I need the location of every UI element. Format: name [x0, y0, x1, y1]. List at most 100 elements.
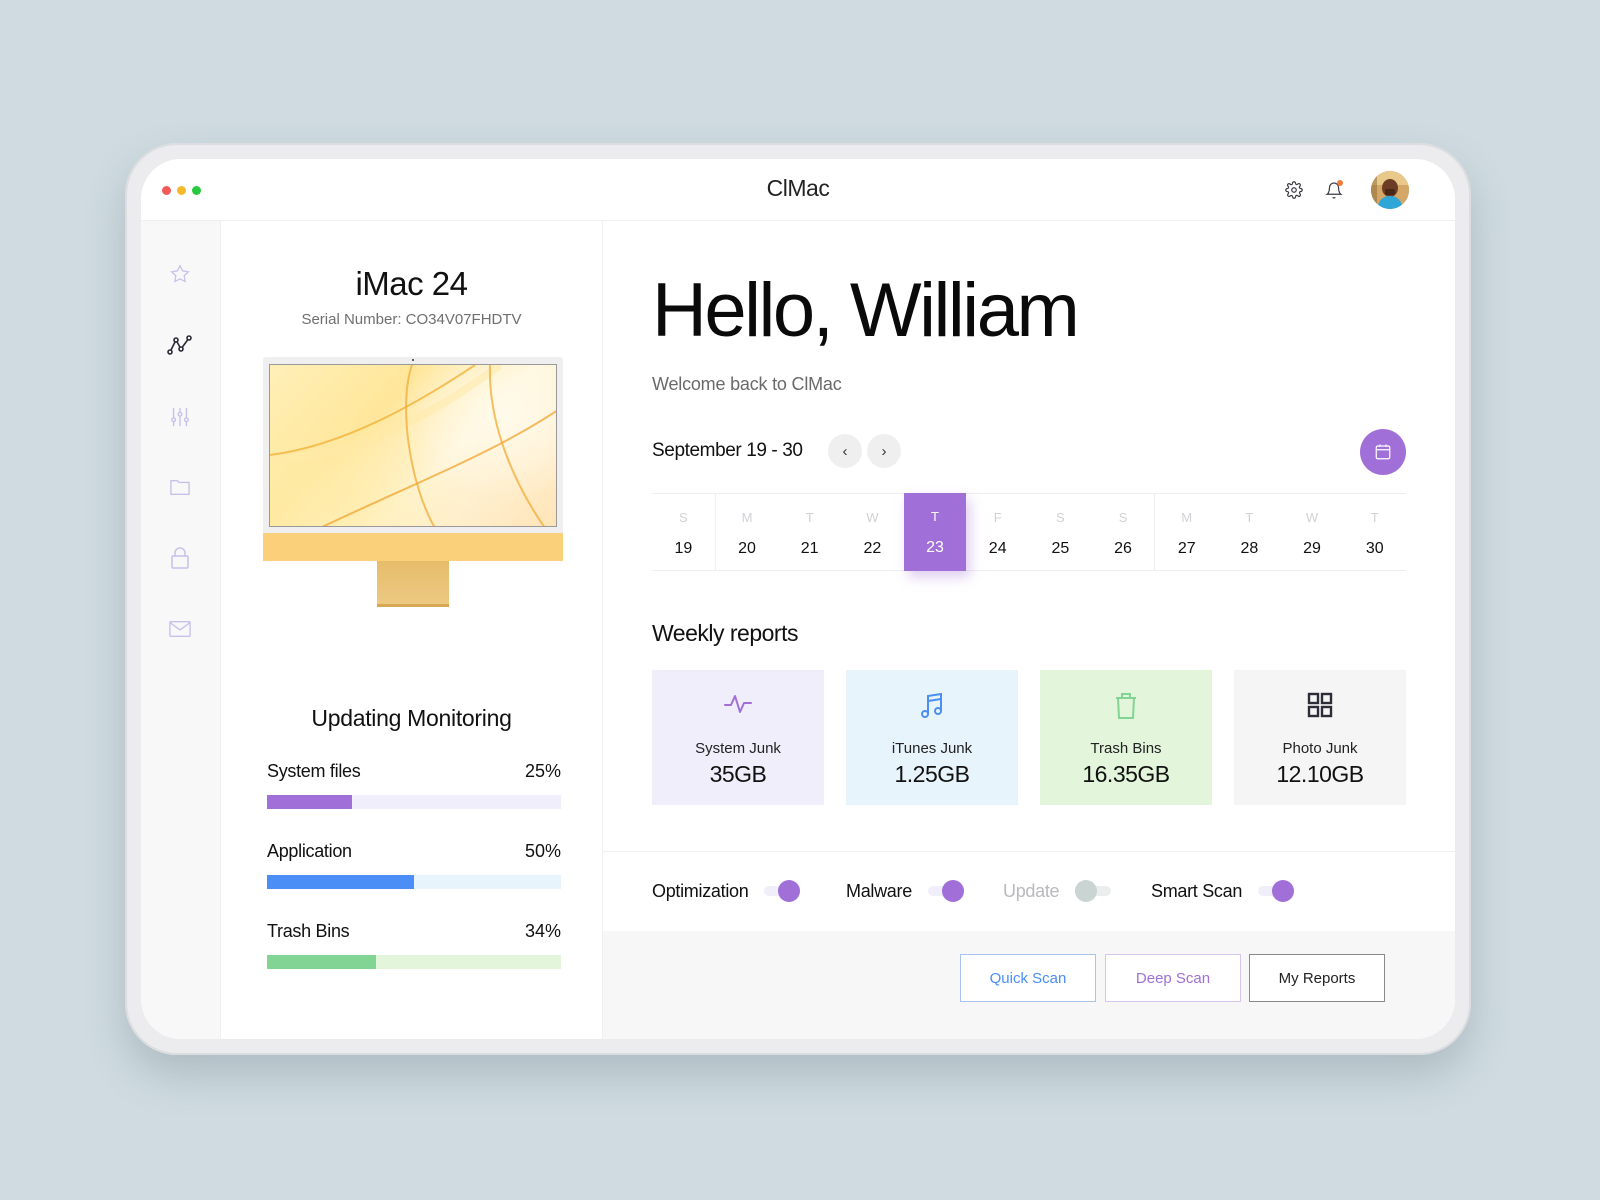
weekday-label: W: [1305, 510, 1319, 525]
prev-week-button[interactable]: ‹: [828, 434, 862, 468]
chevron-left-icon: ‹: [842, 442, 848, 460]
day-number: 27: [1177, 540, 1196, 557]
calendar-day[interactable]: S 26: [1092, 494, 1155, 570]
minimize-window-button[interactable]: [177, 186, 186, 195]
calendar-day[interactable]: T 28: [1218, 494, 1281, 570]
weekly-reports-title: Weekly reports: [652, 620, 798, 646]
report-card-itunes-junk[interactable]: iTunes Junk 1.25GB: [846, 670, 1018, 805]
sidebar-item-favorites[interactable]: [167, 261, 193, 287]
calendar-day[interactable]: M 20: [714, 494, 779, 570]
weekday-label: S: [1056, 510, 1065, 525]
day-number: 20: [738, 540, 756, 557]
trash-icon: [1116, 693, 1136, 719]
greeting-title: Hello, William: [652, 268, 1080, 353]
calendar-day[interactable]: W 29: [1281, 494, 1344, 570]
weekday-label: T: [805, 510, 814, 525]
calendar-day[interactable]: S 19: [652, 494, 715, 570]
toggle-switch[interactable]: [764, 880, 801, 902]
chevron-right-icon: ›: [881, 442, 887, 460]
calendar-day[interactable]: T 30: [1343, 494, 1406, 570]
day-number: 28: [1240, 540, 1259, 557]
serial-number: Serial Number: CO34V07FHDTV: [301, 311, 522, 328]
toggle-label: Malware: [846, 880, 912, 901]
toggle-switch[interactable]: [1258, 880, 1295, 902]
device-name: iMac 24: [355, 265, 468, 302]
sidebar-item-settings[interactable]: [167, 404, 193, 430]
chart-line-icon: [167, 335, 192, 355]
progress-bar: [267, 875, 561, 889]
sidebar-item-analytics[interactable]: [167, 332, 193, 358]
progress-value: 34%: [524, 921, 561, 941]
progress-bar: [267, 955, 561, 969]
weekday-label: F: [993, 510, 1002, 525]
calendar-day[interactable]: S 25: [1029, 494, 1092, 570]
maximize-window-button[interactable]: [192, 186, 201, 195]
app-title: ClMac: [766, 175, 830, 201]
window-controls: [162, 186, 201, 195]
sidebar-item-mail[interactable]: [167, 616, 193, 642]
device-panel: iMac 24 Serial Number: CO34V07FHDTV Up: [221, 221, 603, 1039]
weekday-label: S: [679, 510, 688, 525]
weekday-label: M: [741, 510, 753, 525]
notification-dot: [1337, 180, 1343, 186]
imac-camera: [412, 359, 414, 361]
grid-icon: [1307, 692, 1333, 718]
my-reports-button[interactable]: My Reports: [1249, 954, 1385, 1002]
title-bar: ClMac: [141, 159, 1455, 221]
report-card-trash-bins[interactable]: Trash Bins 16.35GB: [1040, 670, 1212, 805]
sidebar-item-files[interactable]: [167, 474, 193, 500]
imac-wallpaper: [269, 364, 557, 527]
weekday-label: T: [1245, 510, 1254, 525]
calendar-day[interactable]: W 22: [841, 494, 904, 570]
toggle-switch[interactable]: [1075, 880, 1112, 902]
quick-scan-button[interactable]: Quick Scan: [960, 954, 1096, 1002]
calendar-day-selected[interactable]: T 23: [903, 493, 967, 571]
progress-item: System files 25%: [267, 761, 561, 841]
lock-icon: [171, 547, 189, 569]
header-actions: [1283, 171, 1409, 209]
sidebar-item-security[interactable]: [167, 545, 193, 571]
day-number: 25: [1051, 540, 1070, 557]
weekday-label: M: [1181, 510, 1193, 525]
toggle-malware[interactable]: Malware: [846, 880, 964, 902]
day-number: 22: [863, 540, 882, 557]
calendar-day[interactable]: F 24: [966, 494, 1029, 570]
app-window: ClMac: [141, 159, 1455, 1039]
day-number: 30: [1365, 540, 1384, 557]
avatar[interactable]: [1371, 171, 1409, 209]
activity-icon: [724, 695, 752, 713]
progress-value: 50%: [524, 841, 561, 861]
scan-toggles: Optimization Malware Update Smart Scan: [603, 851, 1455, 931]
report-card-photo-junk[interactable]: Photo Junk 12.10GB: [1234, 670, 1406, 805]
progress-fill: [267, 875, 414, 889]
weekday-label: W: [866, 510, 879, 525]
deep-scan-button[interactable]: Deep Scan: [1105, 954, 1241, 1002]
next-week-button[interactable]: ›: [867, 434, 901, 468]
toggle-smart-scan[interactable]: Smart Scan: [1151, 880, 1295, 902]
gear-icon[interactable]: [1283, 179, 1305, 201]
calendar-day[interactable]: T 21: [778, 494, 841, 570]
music-icon: [921, 692, 942, 718]
bell-icon[interactable]: [1323, 179, 1345, 201]
report-card-system-junk[interactable]: System Junk 35GB: [652, 670, 824, 805]
toggle-optimization[interactable]: Optimization: [652, 880, 801, 902]
progress-fill: [267, 795, 353, 809]
toggle-switch[interactable]: [927, 880, 964, 902]
day-number: 21: [800, 540, 819, 557]
imac-stand: [377, 561, 449, 607]
calendar-button[interactable]: [1360, 429, 1406, 475]
report-value: 1.25GB: [894, 761, 971, 787]
calendar-day[interactable]: M 27: [1154, 494, 1218, 570]
weekday-label: T: [931, 509, 939, 524]
monitoring-list: System files 25% Application 50% Trash B…: [267, 761, 561, 1001]
sidebar: [141, 221, 221, 1039]
report-label: System Junk: [695, 740, 781, 757]
toggle-label: Optimization: [652, 880, 749, 901]
monitoring-title: Updating Monitoring: [311, 705, 512, 731]
close-window-button[interactable]: [162, 186, 171, 195]
report-label: iTunes Junk: [891, 740, 973, 757]
progress-label: Application: [267, 841, 352, 861]
sliders-icon: [171, 407, 189, 427]
progress-value: 25%: [524, 761, 561, 781]
toggle-update[interactable]: Update: [1003, 880, 1112, 902]
